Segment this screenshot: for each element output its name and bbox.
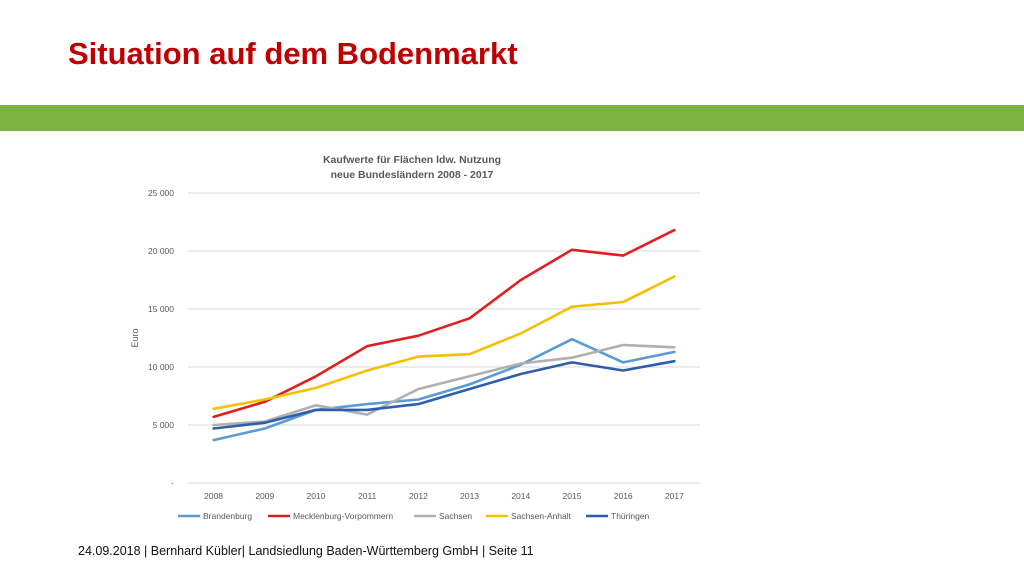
legend-label: Sachsen <box>439 511 472 521</box>
grid-lines <box>188 192 700 484</box>
legend-label: Thüringen <box>611 511 650 521</box>
x-tick-label: 2012 <box>409 491 428 501</box>
x-tick-label: 2015 <box>563 491 582 501</box>
slide-title: Situation auf dem Bodenmarkt <box>68 36 518 71</box>
chart-title: Kaufwerte für Flächen ldw. Nutzung <box>323 154 501 166</box>
x-tick-label: 2014 <box>511 491 530 501</box>
x-tick-label: 2009 <box>255 491 274 501</box>
series-line <box>212 359 676 430</box>
series-lines <box>212 228 676 442</box>
y-tick-label: 25 000 <box>148 188 174 198</box>
series-line <box>212 275 676 411</box>
accent-bar <box>0 105 1024 131</box>
x-tick-label: 2011 <box>358 491 377 501</box>
legend: Brandenburg Mecklenburg-Vorpommern Sachsen… <box>178 511 650 521</box>
y-tick-label: 5 000 <box>153 420 175 430</box>
y-axis-label: Euro <box>130 328 140 347</box>
legend-label: Sachsen-Anhalt <box>511 511 572 521</box>
series-line <box>212 343 676 427</box>
x-tick-label: 2013 <box>460 491 479 501</box>
y-tick-label: 10 000 <box>148 362 174 372</box>
x-tick-label: 2016 <box>614 491 633 501</box>
legend-label: Brandenburg <box>203 511 252 521</box>
footer-text: 24.09.2018 | Bernhard Kübler| Landsiedlu… <box>78 544 534 558</box>
chart-subtitle: neue Bundesländern 2008 - 2017 <box>331 169 494 181</box>
x-tick-labels: 2008 2009 2010 2011 2012 2013 2014 2015 2016 2017 <box>204 491 684 501</box>
legend-label: Mecklenburg-Vorpommern <box>293 511 393 521</box>
series-line <box>212 228 676 419</box>
y-tick-labels: - 5 000 10 000 15 000 20 000 25 000 <box>148 188 174 488</box>
x-tick-label: 2017 <box>665 491 684 501</box>
x-tick-label: 2010 <box>307 491 326 501</box>
y-tick-label: 15 000 <box>148 304 174 314</box>
y-tick-label: - <box>171 478 174 488</box>
x-tick-label: 2008 <box>204 491 223 501</box>
y-tick-label: 20 000 <box>148 246 174 256</box>
